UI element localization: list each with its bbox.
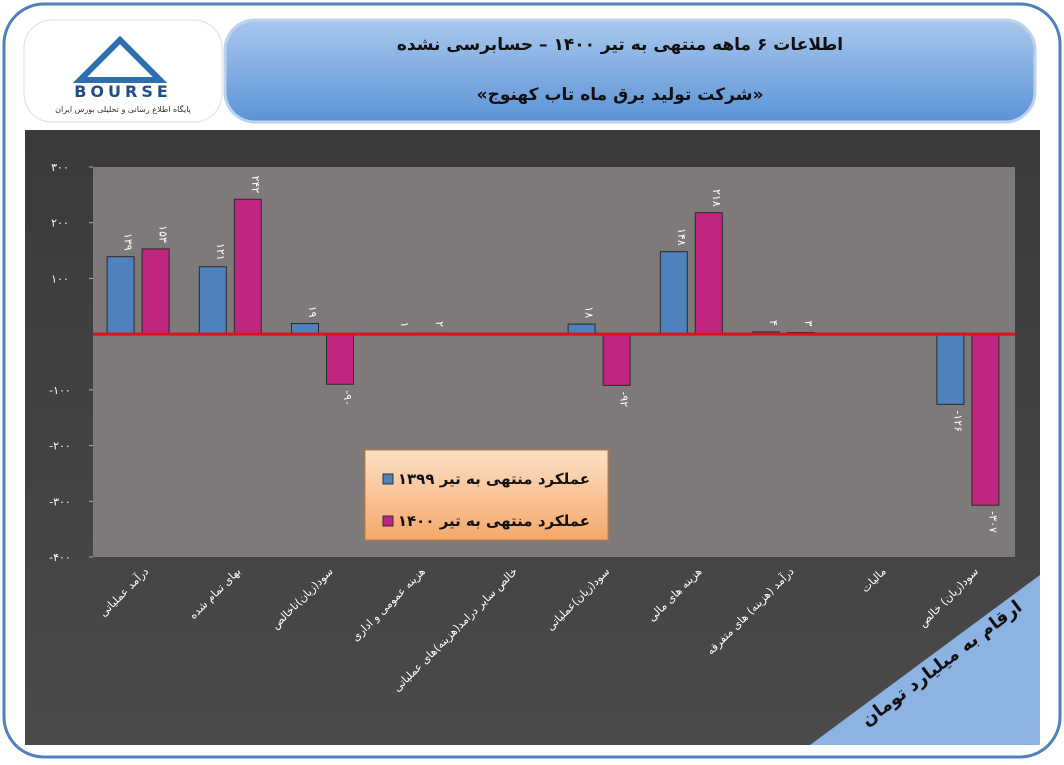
value-label: ۱۴۸ bbox=[675, 228, 688, 246]
value-label: -۹۲ bbox=[618, 391, 631, 407]
legend-label: عملکرد منتهی به تیر ۱۴۰۰ bbox=[398, 512, 590, 530]
legend-swatch bbox=[382, 473, 394, 485]
subtitle: «شرکت تولید برق ماه تاب کهنوج» bbox=[477, 85, 764, 105]
header-box bbox=[223, 18, 1037, 124]
bar bbox=[233, 198, 262, 335]
value-label: ۲۱۸ bbox=[710, 189, 723, 207]
y-tick-label: -۴۰۰ bbox=[49, 551, 71, 564]
y-tick-label: ۱۰۰ bbox=[51, 272, 69, 285]
bar bbox=[291, 323, 319, 335]
y-tick-label: -۳۰۰ bbox=[49, 495, 71, 508]
legend bbox=[364, 449, 609, 541]
bar bbox=[602, 333, 631, 386]
bar bbox=[198, 266, 227, 335]
bar bbox=[694, 212, 723, 335]
logo-name: BOURSE bbox=[74, 82, 172, 101]
value-label: -۳۰۷ bbox=[986, 511, 999, 533]
bar bbox=[659, 251, 688, 335]
title: اطلاعات ۶ ماهه منتهی به تیر ۱۴۰۰ – حسابر… bbox=[397, 35, 843, 55]
value-label: -۹۰ bbox=[341, 390, 354, 406]
value-label: ۱۲۱ bbox=[214, 243, 227, 261]
y-tick-label: -۱۰۰ bbox=[49, 384, 71, 397]
value-label: ۲۴۲ bbox=[249, 176, 262, 194]
value-label: ۳ bbox=[802, 321, 815, 327]
y-tick-label: ۳۰۰ bbox=[51, 161, 69, 174]
bar bbox=[567, 323, 596, 335]
bar bbox=[936, 333, 965, 405]
value-label: ۱۵۳ bbox=[157, 225, 170, 243]
value-label: ۲ bbox=[433, 321, 446, 327]
value-label: -۱۲۶ bbox=[951, 410, 964, 432]
logo-caption: پایگاه اطلاع رسانی و تحلیلی بورس ایران bbox=[55, 104, 191, 114]
y-tick-label: ۲۰۰ bbox=[51, 217, 69, 230]
bar bbox=[971, 333, 1000, 506]
bar bbox=[106, 256, 135, 335]
bar bbox=[326, 333, 354, 385]
legend-swatch bbox=[382, 515, 394, 527]
logo-mark bbox=[72, 35, 168, 83]
value-label: ۱۳۹ bbox=[122, 233, 135, 251]
value-label: ۱۸ bbox=[583, 306, 596, 318]
value-label: ۱ bbox=[398, 322, 411, 328]
value-label: ۱۹ bbox=[306, 306, 319, 318]
legend-label: عملکرد منتهی به تیر ۱۳۹۹ bbox=[398, 470, 590, 488]
note-corner bbox=[810, 575, 1040, 745]
value-label: ۴ bbox=[767, 320, 780, 326]
y-tick-label: -۲۰۰ bbox=[49, 440, 71, 453]
logo-box bbox=[23, 19, 223, 123]
bar bbox=[141, 248, 170, 335]
